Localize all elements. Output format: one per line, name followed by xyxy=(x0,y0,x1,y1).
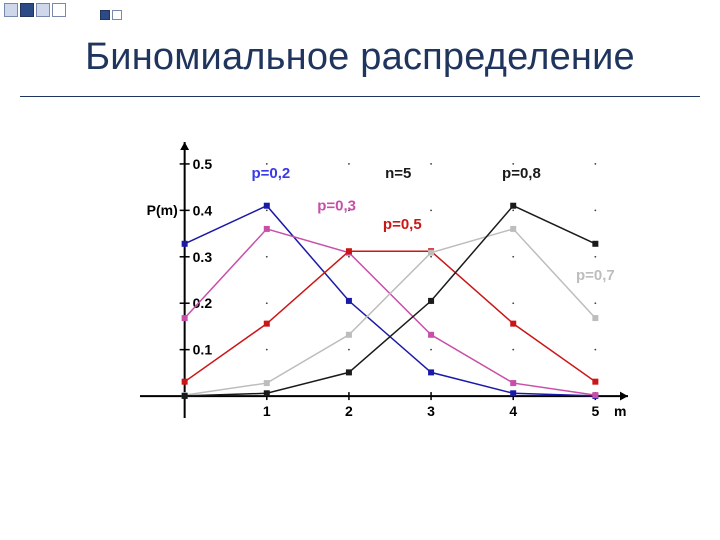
decor-square xyxy=(20,3,34,17)
series-marker xyxy=(428,369,434,375)
series-marker xyxy=(592,241,598,247)
grid-dot xyxy=(266,209,268,211)
title-rule xyxy=(20,96,700,97)
series-marker xyxy=(346,369,352,375)
x-tick-label: 4 xyxy=(509,403,517,419)
series-line xyxy=(185,206,596,396)
grid-dot xyxy=(512,349,514,351)
grid-dot xyxy=(266,302,268,304)
decor-square xyxy=(100,10,110,20)
grid-dot xyxy=(594,302,596,304)
grid-dot xyxy=(594,163,596,165)
grid-dot xyxy=(266,256,268,258)
series-label: p=0,3 xyxy=(317,197,356,214)
series-label: p=0,7 xyxy=(576,267,615,284)
grid-dot xyxy=(594,209,596,211)
n-label: n=5 xyxy=(385,165,411,182)
decor-square xyxy=(36,3,50,17)
grid-dot xyxy=(348,349,350,351)
series-marker xyxy=(182,379,188,385)
grid-dot xyxy=(430,256,432,258)
series-line xyxy=(185,251,596,381)
decor-square xyxy=(52,3,66,17)
decor-square xyxy=(112,10,122,20)
series-marker xyxy=(510,390,516,396)
grid-dot xyxy=(430,349,432,351)
series-marker xyxy=(428,298,434,304)
series-label: p=0,5 xyxy=(383,216,422,233)
chart-svg: 123450.10.20.30.40.5P(m)mp=0,2p=0,3p=0,5… xyxy=(100,130,630,450)
y-axis-label: P(m) xyxy=(147,202,178,218)
series-marker xyxy=(592,315,598,321)
y-tick-label: 0.5 xyxy=(193,156,213,172)
grid-dot xyxy=(594,349,596,351)
series-line xyxy=(185,229,596,395)
decor-top xyxy=(0,0,720,26)
grid-dot xyxy=(430,163,432,165)
series-marker xyxy=(428,332,434,338)
series-marker xyxy=(428,250,434,256)
y-axis-arrow xyxy=(180,142,189,150)
grid-dot xyxy=(512,209,514,211)
series-marker xyxy=(264,390,270,396)
slide: Биномиальное распределение 123450.10.20.… xyxy=(0,0,720,540)
y-tick-label: 0.3 xyxy=(193,249,213,265)
x-axis-label: m xyxy=(614,403,626,419)
x-tick-label: 1 xyxy=(263,403,271,419)
series-marker xyxy=(510,203,516,209)
grid-dot xyxy=(430,209,432,211)
x-axis-arrow xyxy=(620,392,628,401)
series-marker xyxy=(264,226,270,232)
grid-dot xyxy=(348,163,350,165)
series-marker xyxy=(264,321,270,327)
series-marker xyxy=(264,203,270,209)
page-title: Биномиальное распределение xyxy=(85,36,635,78)
grid-dot xyxy=(348,256,350,258)
grid-dot xyxy=(512,302,514,304)
series-marker xyxy=(346,248,352,254)
series-marker xyxy=(510,380,516,386)
title-wrap: Биномиальное распределение xyxy=(20,36,700,79)
series-marker xyxy=(182,241,188,247)
decor-square xyxy=(4,3,18,17)
x-tick-label: 5 xyxy=(591,403,599,419)
series-marker xyxy=(264,380,270,386)
series-label: p=0,8 xyxy=(502,165,541,182)
series-line xyxy=(185,229,596,395)
y-tick-label: 0.1 xyxy=(193,342,213,358)
series-label: p=0,2 xyxy=(252,165,291,182)
series-marker xyxy=(182,393,188,399)
series-marker xyxy=(346,332,352,338)
grid-dot xyxy=(594,256,596,258)
series-marker xyxy=(592,379,598,385)
binomial-chart: 123450.10.20.30.40.5P(m)mp=0,2p=0,3p=0,5… xyxy=(100,130,630,450)
series-marker xyxy=(510,321,516,327)
y-tick-label: 0.4 xyxy=(193,202,213,218)
x-tick-label: 3 xyxy=(427,403,435,419)
series-marker xyxy=(346,298,352,304)
x-tick-label: 2 xyxy=(345,403,353,419)
series-line xyxy=(185,206,596,396)
series-marker xyxy=(510,226,516,232)
grid-dot xyxy=(266,349,268,351)
grid-dot xyxy=(512,256,514,258)
series-marker xyxy=(592,392,598,398)
series-marker xyxy=(182,315,188,321)
